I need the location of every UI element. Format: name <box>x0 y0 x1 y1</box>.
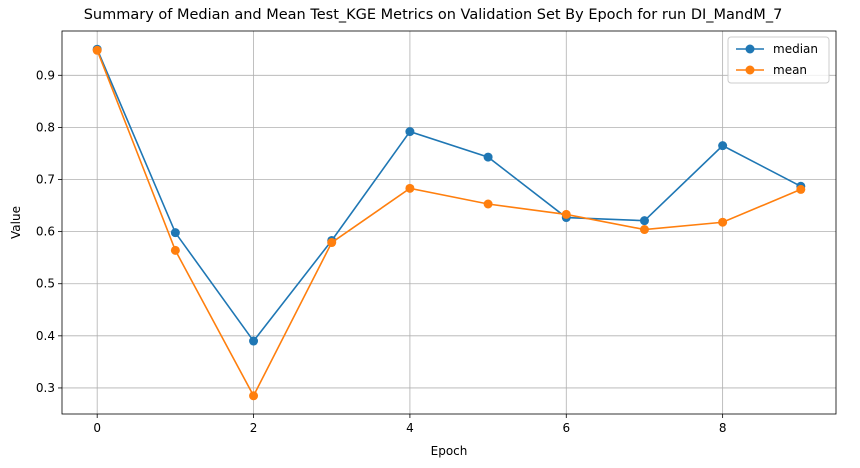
plot-frame <box>61 30 837 415</box>
x-tick-label: 4 <box>406 421 414 435</box>
data-point-mean <box>561 209 571 219</box>
x-axis-label: Epoch <box>431 444 468 458</box>
data-point-mean <box>170 245 180 255</box>
series-median <box>92 44 806 346</box>
data-point-mean <box>718 217 728 227</box>
x-tick-label: 6 <box>562 421 570 435</box>
data-point-median <box>170 228 180 238</box>
y-tick-label: 0.5 <box>36 277 55 291</box>
series-line-median <box>96 48 802 343</box>
data-point-median <box>249 336 259 346</box>
x-tick-label: 0 <box>93 421 101 435</box>
y-tick-label: 0.8 <box>36 120 55 134</box>
legend-label-median: median <box>773 42 818 56</box>
data-point-mean <box>327 238 337 248</box>
x-tick-label: 8 <box>719 421 727 435</box>
y-tick-label: 0.4 <box>36 329 55 343</box>
y-tick-label: 0.6 <box>36 225 55 239</box>
data-point-mean <box>92 45 102 55</box>
data-point-mean <box>483 199 493 209</box>
data-point-mean <box>796 184 806 194</box>
y-tick-label: 0.9 <box>36 68 55 82</box>
legend-marker-median <box>745 44 755 54</box>
data-point-mean <box>639 225 649 235</box>
chart-title: Summary of Median and Mean Test_KGE Metr… <box>84 7 783 23</box>
data-point-median <box>718 141 728 151</box>
x-tick-label: 2 <box>250 421 258 435</box>
y-axis-label: Value <box>9 206 23 239</box>
y-tick-label: 0.7 <box>36 173 55 187</box>
data-point-mean <box>249 391 259 401</box>
legend-label-mean: mean <box>773 63 807 77</box>
legend-marker-mean <box>745 65 755 75</box>
data-point-median <box>483 152 493 162</box>
series-layer <box>92 44 806 401</box>
series-mean <box>92 45 806 401</box>
series-line-mean <box>96 49 802 398</box>
legend: median mean <box>727 36 830 84</box>
data-point-median <box>405 127 415 137</box>
y-tick-label: 0.3 <box>36 381 55 395</box>
data-point-mean <box>405 183 415 193</box>
data-point-median <box>639 216 649 226</box>
ticks: 0 2 4 6 8 0.3 0.4 0.5 0.6 0.7 0.8 0.9 <box>36 68 727 435</box>
